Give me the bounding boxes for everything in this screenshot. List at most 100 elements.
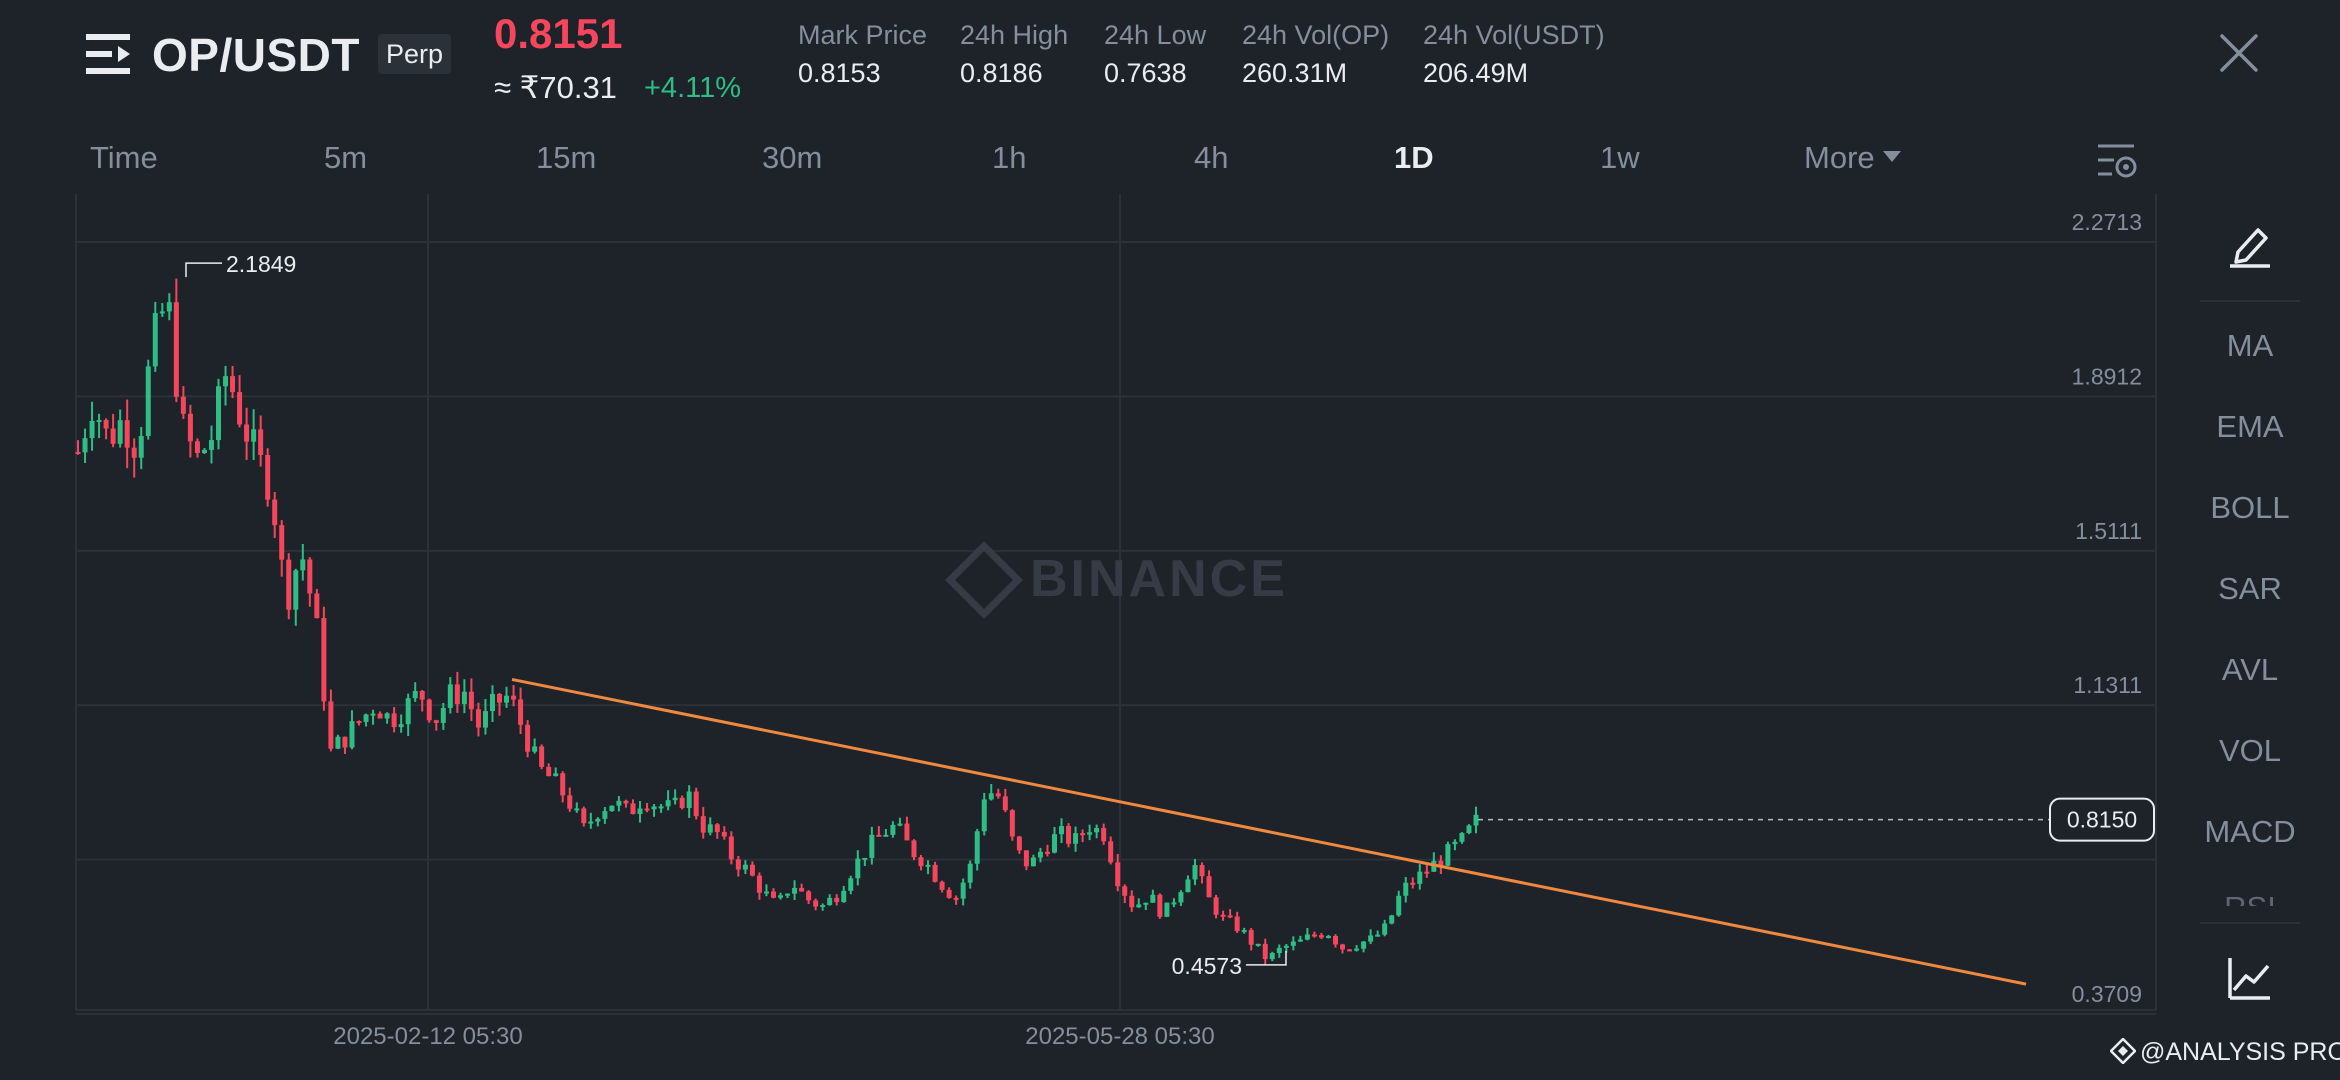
- tab-1h[interactable]: 1h: [992, 140, 1027, 175]
- candle-body: [1030, 857, 1036, 867]
- candle-body: [553, 773, 559, 777]
- candle-body: [1094, 827, 1100, 833]
- candle-body: [1066, 826, 1072, 844]
- candle-body: [180, 396, 186, 414]
- y-tick-label: 1.8912: [2072, 363, 2142, 389]
- chart-settings-icon[interactable]: [2096, 140, 2138, 182]
- candle-body: [145, 366, 151, 436]
- candle-body: [581, 808, 587, 824]
- candle-body: [588, 821, 594, 824]
- candle-body: [1368, 935, 1374, 942]
- candle-body: [461, 691, 467, 705]
- indicator-boll[interactable]: BOLL: [2210, 490, 2290, 525]
- candle-body: [925, 864, 931, 867]
- candle-body: [265, 454, 271, 500]
- candle-body: [1241, 930, 1247, 933]
- candle-body: [328, 701, 334, 749]
- binance-logo-icon: [945, 541, 1023, 619]
- candle-body: [1073, 833, 1079, 844]
- candle-body: [194, 441, 200, 454]
- indicator-ma[interactable]: MA: [2226, 328, 2274, 363]
- tab-5m[interactable]: 5m: [324, 140, 368, 175]
- candle-body: [152, 313, 158, 367]
- candle-body: [244, 424, 250, 442]
- candle-body: [82, 438, 88, 453]
- candle-body: [497, 693, 503, 703]
- candle-body: [1438, 860, 1444, 866]
- tab-15m[interactable]: 15m: [536, 140, 597, 175]
- candle-body: [468, 691, 474, 710]
- tab-4h[interactable]: 4h: [1194, 140, 1229, 175]
- indicator-sar[interactable]: SAR: [2218, 571, 2282, 606]
- candle-body: [1382, 923, 1388, 935]
- trend-line: [511, 677, 2027, 986]
- candle-body: [447, 684, 453, 708]
- y-tick-label: 0.3709: [2072, 981, 2142, 1007]
- candle-body: [763, 891, 769, 894]
- candle-body: [693, 791, 699, 817]
- sidebar-divider: [2200, 300, 2300, 302]
- candle-body: [602, 811, 608, 819]
- candle-body: [1220, 914, 1226, 917]
- draw-tool-icon[interactable]: [2228, 222, 2272, 268]
- indicator-macd[interactable]: MACD: [2204, 814, 2296, 849]
- candle-body: [363, 714, 369, 722]
- candle-body: [293, 570, 299, 610]
- candle-body: [251, 429, 257, 442]
- candle-body: [988, 793, 994, 800]
- candle-body: [1297, 939, 1303, 942]
- candle-body: [1009, 810, 1015, 837]
- candle-body: [953, 897, 959, 900]
- candle-body: [567, 795, 573, 809]
- candle-body: [939, 881, 945, 890]
- candle-body: [286, 559, 292, 610]
- candle-body: [1037, 851, 1043, 858]
- candle-body: [1164, 902, 1170, 917]
- candle-body: [166, 302, 172, 312]
- min-price-marker: [1246, 950, 1287, 966]
- close-icon[interactable]: [2218, 32, 2260, 74]
- candle-body: [974, 831, 980, 864]
- candle-body: [159, 311, 165, 314]
- tab-1w[interactable]: 1w: [1600, 140, 1640, 175]
- candle-body: [335, 736, 341, 749]
- candle-body: [532, 746, 538, 752]
- candle-body: [1234, 916, 1240, 932]
- indicator-ema[interactable]: EMA: [2216, 409, 2284, 444]
- candle-body: [848, 878, 854, 891]
- candle-body: [1199, 865, 1205, 877]
- change-percent: +4.11%: [644, 72, 742, 104]
- candle-body: [504, 695, 510, 703]
- candle-body: [742, 864, 748, 870]
- pair-title[interactable]: OP/USDT: [152, 29, 360, 81]
- candle-body: [1304, 934, 1310, 940]
- candle-body: [946, 889, 952, 898]
- tab-1d[interactable]: 1D: [1394, 140, 1434, 175]
- candle-body: [223, 376, 229, 387]
- chart-analysis-icon[interactable]: [2226, 956, 2272, 1002]
- candle-body: [609, 805, 615, 812]
- candle-body: [728, 836, 734, 860]
- candle-body: [651, 806, 657, 810]
- candle-body: [1325, 935, 1331, 938]
- indicator-vol[interactable]: VOL: [2218, 733, 2282, 768]
- candle-body: [560, 773, 566, 796]
- candle-body: [960, 882, 966, 899]
- candle-body: [1354, 948, 1360, 951]
- candle-body: [911, 840, 917, 858]
- candle-body: [1269, 953, 1275, 960]
- candle-body: [756, 875, 762, 893]
- candle-body: [1101, 827, 1107, 842]
- candle-body: [1080, 833, 1086, 836]
- max-price-marker: [185, 262, 222, 278]
- price-chart[interactable]: BINANCE 2.2713 1.8912 1.5111 1.1311 0.3709 202…: [0, 194, 2160, 1054]
- low-24h-label: 24h Low: [1104, 20, 1207, 50]
- tab-more[interactable]: More: [1804, 140, 1901, 176]
- tab-time[interactable]: Time: [90, 140, 158, 175]
- menu-icon[interactable]: [84, 32, 132, 76]
- indicator-rsi[interactable]: RSI: [2200, 892, 2300, 906]
- candle-body: [686, 791, 692, 809]
- indicator-avl[interactable]: AVL: [2221, 652, 2279, 687]
- tab-30m[interactable]: 30m: [762, 140, 823, 175]
- candle-body: [714, 824, 720, 833]
